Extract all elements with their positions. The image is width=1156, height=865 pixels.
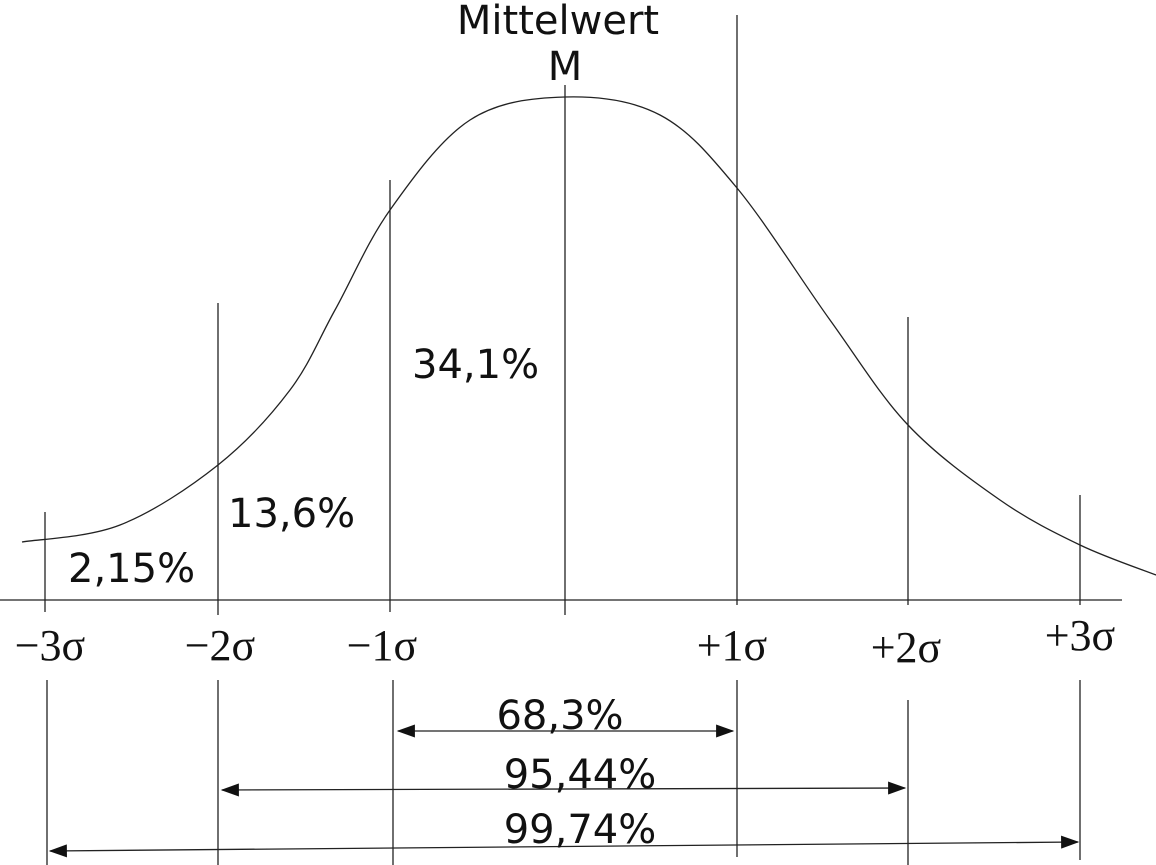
sigma-label: −3σ [15,621,86,670]
sigma-label: −2σ [185,621,256,670]
range-arrows [48,724,1080,858]
range-label: 99,74% [504,807,657,853]
sigma-lines [44,15,1081,615]
area-label: 2,15% [68,546,195,592]
sigma-label: +3σ [1045,611,1116,660]
sigma-label: −1σ [347,621,418,670]
title: Mittelwert [457,0,659,44]
area-label: 34,1% [412,342,539,388]
sigma-label: +2σ [871,623,942,672]
range-label: 95,44% [504,752,657,798]
mean-symbol: M [548,44,583,90]
range-label: 68,3% [496,693,623,739]
range-arrow [48,835,1080,858]
sigma-label: +1σ [697,621,768,670]
bell-curve [21,96,1156,576]
range-arrow [220,781,907,797]
area-label: 13,6% [228,491,355,537]
